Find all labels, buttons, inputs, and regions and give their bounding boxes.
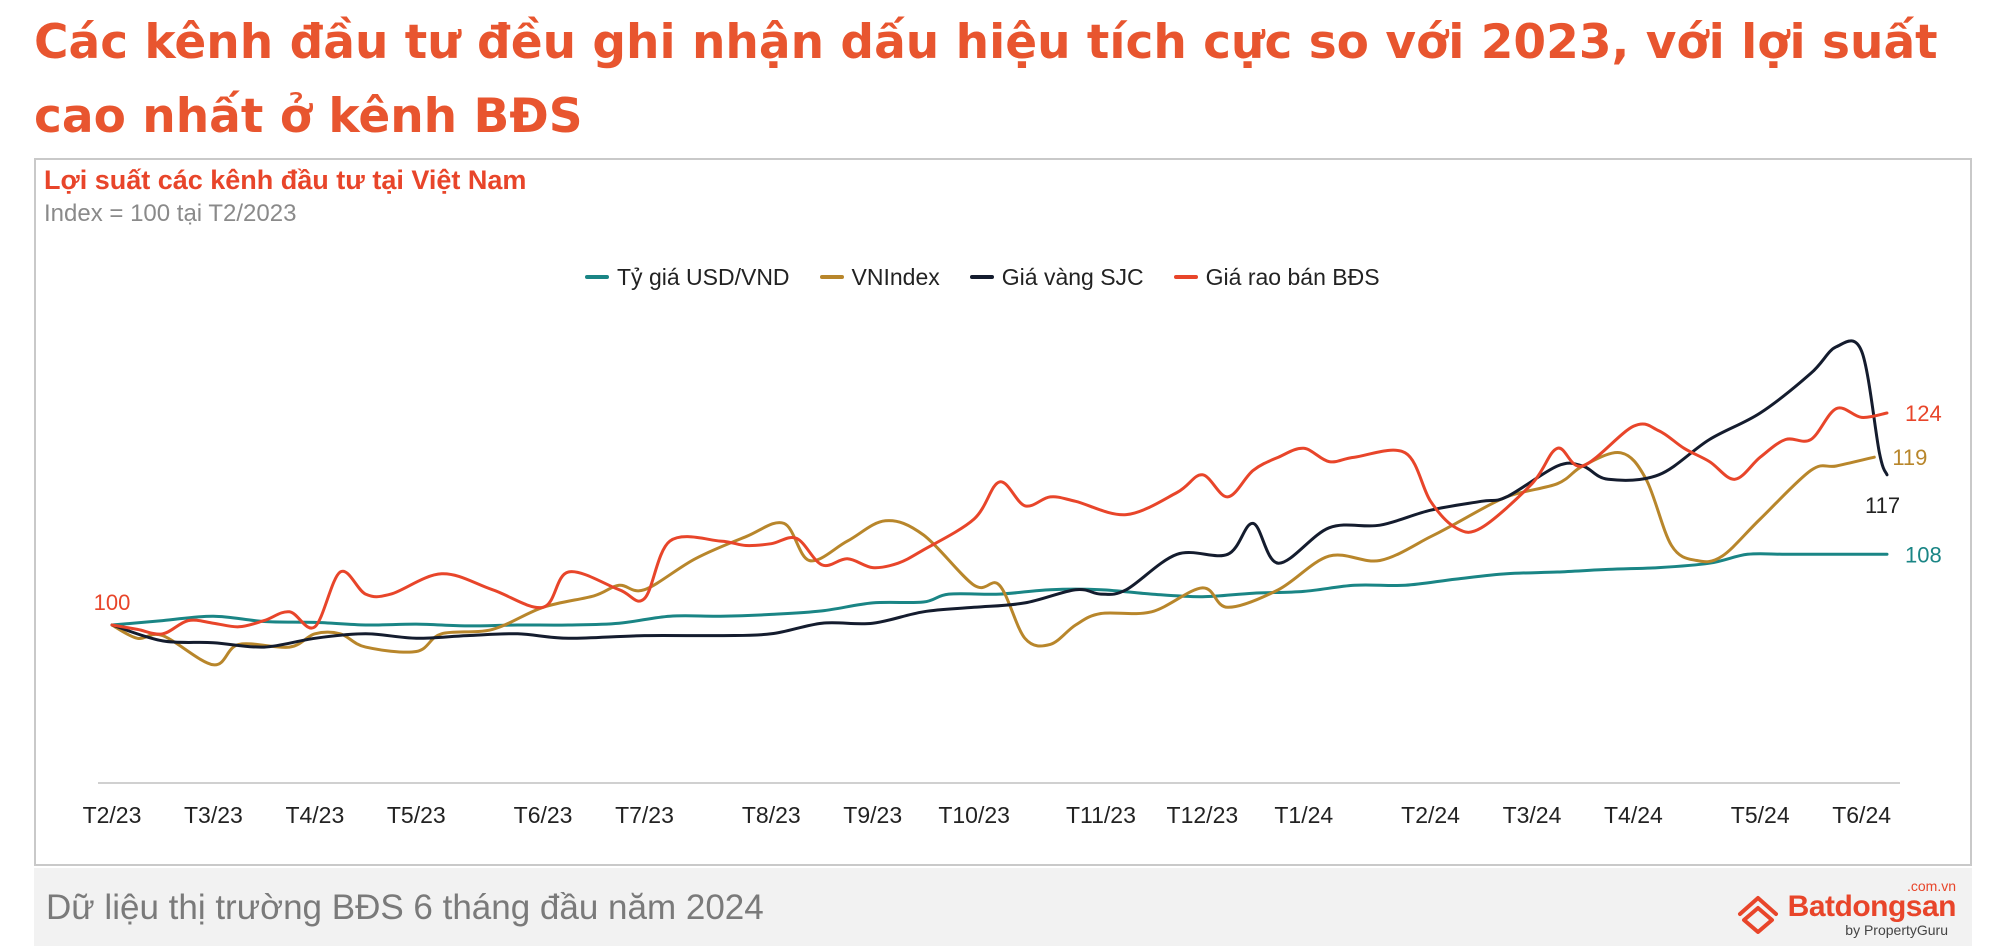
legend-label: Giá vàng SJC [1001,263,1144,290]
x-tick-label: T4/23 [285,802,344,828]
legend-swatch [1173,275,1198,279]
x-tick-label: T5/24 [1731,802,1790,828]
house-logo-icon [1738,896,1778,934]
legend-item: VNIndex [819,262,940,292]
logo-domain: .com.vn [1906,878,1956,894]
x-tick-label: T2/23 [83,802,142,828]
legend-item: Giá vàng SJC [969,262,1144,292]
series-line-2 [110,339,1889,649]
x-tick-label: T3/23 [184,802,243,828]
chart-legend: Tỷ giá USD/VND VNIndex Giá vàng SJC Giá rao… [585,262,1380,292]
chart-subtitle: Index = 100 tại T2/2023 [44,200,297,227]
x-tick-label: T5/23 [387,802,446,828]
series-end-label: 108 [1905,542,1942,567]
logo-subtitle: by PropertyGuru [1845,922,1948,938]
x-tick-label: T3/24 [1503,802,1562,828]
brand-logo: .com.vn Batdongsan by PropertyGuru [1736,878,1957,938]
series-line-1 [110,450,1876,667]
x-tick-label: T11/23 [1066,802,1136,828]
series-end-label: 117 [1865,493,1900,518]
page-headline: Các kênh đầu tư đều ghi nhận dấu hiệu tí… [34,15,1938,144]
x-tick-label: T4/24 [1604,802,1663,828]
start-value-label: 100 [94,590,131,615]
legend-item: Tỷ giá USD/VND [585,262,790,292]
x-tick-label: T12/23 [1167,802,1239,828]
legend-label: Tỷ giá USD/VND [617,263,790,290]
footer-text: Dữ liệu thị trường BĐS 6 tháng đầu năm 2… [46,888,764,927]
legend-swatch [585,275,609,279]
legend-swatch [819,275,844,279]
x-tick-label: T1/24 [1274,802,1333,828]
series-end-label: 124 [1905,401,1942,426]
footer-bar: Dữ liệu thị trường BĐS 6 tháng đầu năm 2… [34,868,1972,946]
series-line-0 [110,552,1889,628]
x-tick-label: T9/23 [843,802,902,828]
x-tick-label: T2/24 [1401,802,1460,828]
x-tick-label: T7/23 [615,802,674,828]
legend-label: VNIndex [851,263,940,290]
chart-panel [34,158,1972,866]
x-tick-label: T6/23 [514,802,573,828]
legend-item: Giá rao bán BĐS [1173,262,1380,292]
legend-swatch [969,275,994,279]
series-end-label: 119 [1892,445,1927,470]
series-line-3 [110,406,1889,636]
x-tick-label: T10/23 [938,802,1010,828]
logo-name: Batdongsan [1787,890,1957,923]
legend-label: Giá rao bán BĐS [1205,263,1380,290]
line-chart: T2/23 T3/23 T4/23 T5/23 T6/23 T7/23 T8/23 T9/23… [83,339,1942,828]
x-tick-label: T6/24 [1832,802,1891,828]
chart-title: Lợi suất các kênh đầu tư tại Việt Nam [44,165,527,195]
x-tick-label: T8/23 [742,802,801,828]
